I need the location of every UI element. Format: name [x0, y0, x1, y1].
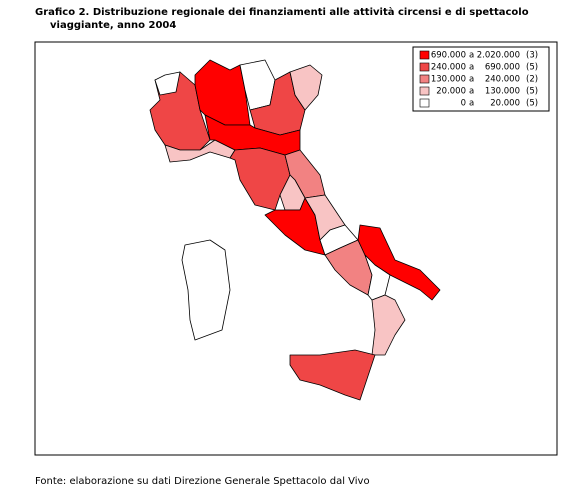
legend-from: 130.000 — [431, 75, 466, 85]
legend-sep: a — [469, 99, 474, 109]
region — [249, 71, 306, 136]
legend-swatch — [419, 74, 430, 84]
legend-swatch — [419, 98, 430, 108]
legend-count: (2) — [526, 75, 538, 85]
legend: 690.000 a 2.020.000 (3)240.000 a 690.000 (5)13… — [419, 50, 538, 109]
region — [181, 239, 231, 341]
map-frame — [34, 41, 558, 456]
legend-sep: a — [469, 63, 474, 73]
legend-from: 20.000 — [436, 87, 466, 97]
legend-count: (5) — [526, 99, 538, 109]
map — [149, 59, 441, 401]
legend-from: 240.000 — [431, 63, 466, 73]
legend-sep: a — [469, 87, 474, 97]
region — [154, 71, 181, 96]
legend-swatch — [419, 62, 430, 72]
legend-swatch — [419, 86, 430, 96]
region — [289, 64, 323, 111]
legend-from: 690.000 — [431, 51, 466, 61]
source-note: Fonte: elaborazione su dati Direzione Ge… — [35, 476, 370, 487]
legend-count: (3) — [526, 51, 538, 61]
legend-to: 690.000 — [485, 63, 520, 73]
legend-to: 20.000 — [490, 99, 520, 109]
title-line-1: Grafico 2. Distribuzione regionale dei f… — [35, 6, 529, 18]
legend-to: 2.020.000 — [477, 51, 520, 61]
legend-swatch — [419, 50, 430, 60]
legend-count: (5) — [526, 63, 538, 73]
title-line-2: viaggiante, anno 2004 — [50, 20, 176, 31]
legend-box — [412, 46, 550, 112]
legend-sep: a — [469, 51, 474, 61]
legend-to: 240.000 — [485, 75, 520, 85]
region — [371, 294, 406, 356]
region — [289, 349, 376, 401]
legend-count: (5) — [526, 87, 538, 97]
legend-sep: a — [469, 75, 474, 85]
legend-from: 0 — [461, 99, 466, 109]
region — [229, 147, 291, 211]
legend-to: 130.000 — [485, 87, 520, 97]
